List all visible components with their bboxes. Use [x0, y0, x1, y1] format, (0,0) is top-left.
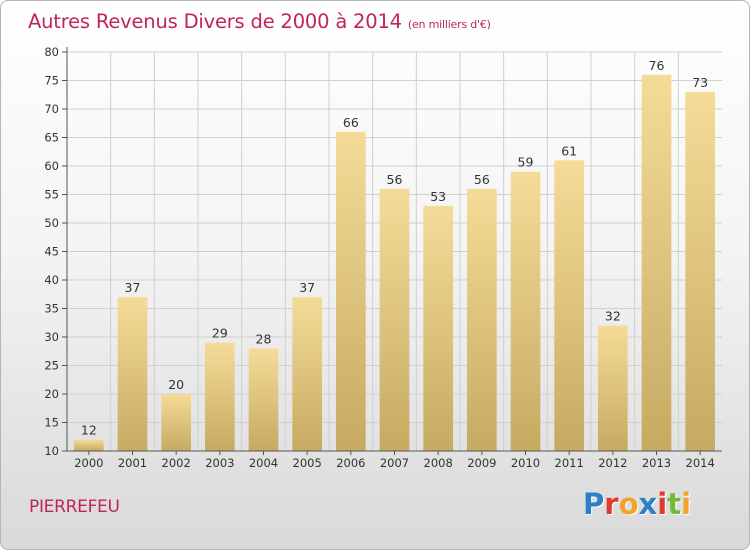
- y-tick-label: 80: [44, 45, 59, 59]
- logo-letter: P: [583, 487, 605, 521]
- bar: [685, 91, 716, 452]
- x-tick-label: 2002: [162, 456, 191, 470]
- logo-letter: o: [618, 487, 639, 521]
- x-tick-label: 2007: [380, 456, 409, 470]
- bar: [466, 188, 497, 452]
- proxiti-logo: Proxiti: [583, 487, 691, 521]
- title-text: Autres Revenus Divers de 2000 à 2014: [28, 10, 402, 33]
- chart-title: Autres Revenus Divers de 2000 à 2014 (en …: [28, 10, 491, 33]
- logo-letter: i: [657, 487, 668, 521]
- data-label: 56: [387, 172, 403, 187]
- place-name: PIERREFEU: [29, 497, 120, 517]
- x-tick-label: 2011: [555, 456, 584, 470]
- x-tick-label: 2000: [74, 456, 103, 470]
- y-tick-label: 65: [44, 131, 59, 145]
- data-label: 20: [168, 377, 184, 392]
- bar: [597, 325, 628, 451]
- y-tick-label: 30: [44, 330, 59, 344]
- data-label: 37: [125, 280, 141, 295]
- data-label: 32: [605, 309, 621, 324]
- title-unit: (en milliers d'€): [407, 18, 491, 31]
- bar: [554, 160, 585, 452]
- y-tick-label: 35: [44, 302, 59, 316]
- bar: [73, 439, 104, 451]
- bar: [204, 342, 235, 451]
- y-tick-label: 45: [44, 245, 59, 259]
- y-tick-label: 70: [44, 102, 59, 116]
- x-tick-label: 2010: [511, 456, 540, 470]
- x-tick-label: 2009: [467, 456, 496, 470]
- data-label: 12: [81, 423, 97, 438]
- y-tick-label: 60: [44, 159, 59, 173]
- y-tick-label: 10: [44, 444, 59, 458]
- logo-letter: i: [681, 487, 692, 521]
- bar: [161, 394, 192, 451]
- x-tick-label: 2001: [118, 456, 147, 470]
- bar: [335, 131, 366, 452]
- bar: [117, 297, 148, 451]
- bar: [641, 74, 672, 452]
- y-tick-label: 20: [44, 387, 59, 401]
- bar: [248, 348, 279, 451]
- y-tick-label: 75: [44, 74, 59, 88]
- bar: [423, 205, 454, 451]
- x-tick-label: 2005: [293, 456, 322, 470]
- bar: [292, 297, 323, 451]
- logo-letter: x: [638, 487, 658, 521]
- x-tick-label: 2004: [249, 456, 278, 470]
- data-label: 37: [299, 280, 315, 295]
- x-tick-label: 2012: [598, 456, 627, 470]
- x-tick-label: 2006: [336, 456, 365, 470]
- y-tick-label: 50: [44, 216, 59, 230]
- data-label: 29: [212, 326, 228, 341]
- logo-letter: r: [604, 487, 619, 521]
- data-label: 66: [343, 115, 359, 130]
- data-label: 59: [518, 155, 534, 170]
- data-label: 28: [256, 331, 272, 346]
- bars: [73, 74, 716, 452]
- x-tick-label: 2003: [205, 456, 234, 470]
- labels: 10 15 20 25 30 35 40 45 50 55 60 65 70 75 80 12 2000 37 20…: [44, 45, 714, 470]
- data-label: 56: [474, 172, 490, 187]
- y-tick-label: 55: [44, 188, 59, 202]
- bar: [510, 171, 541, 451]
- data-label: 53: [430, 189, 446, 204]
- data-label: 76: [649, 58, 665, 73]
- logo-letter: t: [667, 487, 682, 521]
- axes: [62, 47, 722, 455]
- x-tick-label: 2013: [642, 456, 671, 470]
- data-label: 61: [561, 143, 577, 158]
- x-tick-label: 2014: [686, 456, 715, 470]
- data-label: 73: [692, 75, 708, 90]
- x-tick-label: 2008: [424, 456, 453, 470]
- y-tick-label: 40: [44, 273, 59, 287]
- y-tick-label: 25: [44, 359, 59, 373]
- bar: [379, 188, 410, 452]
- y-tick-label: 15: [44, 416, 59, 430]
